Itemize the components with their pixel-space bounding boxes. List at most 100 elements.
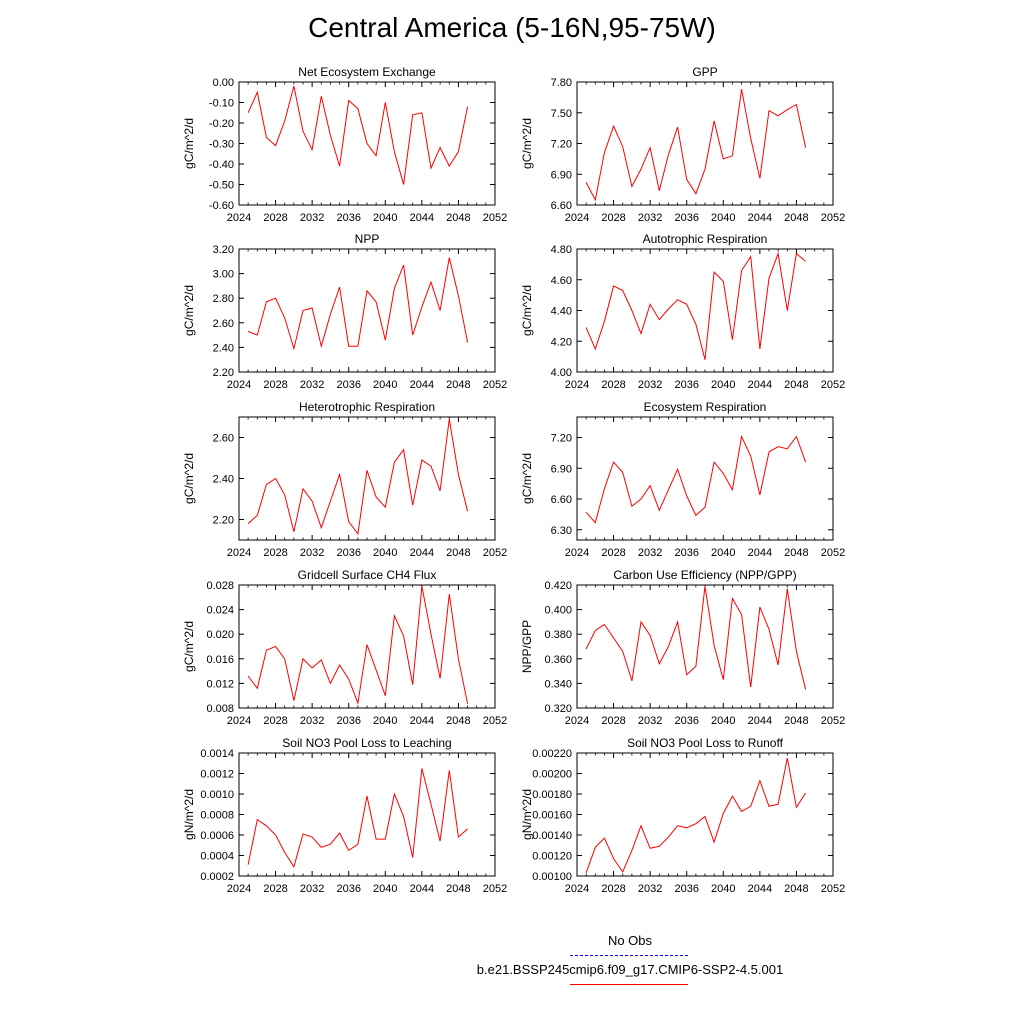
- x-tick-label: 2024: [227, 547, 251, 559]
- y-tick-label: 3.00: [213, 269, 234, 281]
- y-tick-label: 2.60: [213, 318, 234, 330]
- x-tick-label: 2028: [601, 212, 625, 224]
- plot-frame: [576, 416, 834, 541]
- x-tick-label: 2028: [601, 547, 625, 559]
- y-axis-label: gC/m^2/d: [182, 621, 196, 672]
- y-axis-label: gC/m^2/d: [520, 118, 534, 169]
- y-tick-label: 6.60: [551, 200, 572, 212]
- y-tick-label: 0.00: [213, 77, 234, 89]
- x-tick-label: 2044: [748, 883, 772, 895]
- y-tick-label: -0.10: [209, 98, 234, 110]
- x-tick-label: 2036: [336, 547, 360, 559]
- chart-title: NPP: [355, 232, 380, 246]
- plot-frame: [238, 416, 496, 541]
- y-tick-label: 0.00120: [532, 851, 572, 863]
- y-tick-label: 0.00180: [532, 789, 572, 801]
- y-tick-label: 2.80: [213, 293, 234, 305]
- x-tick-label: 2032: [638, 379, 662, 391]
- y-axis-label: gC/m^2/d: [182, 118, 196, 169]
- y-tick-label: 2.20: [213, 515, 234, 527]
- x-tick-label: 2052: [821, 547, 845, 559]
- x-tick-label: 2036: [674, 883, 698, 895]
- series-line: [585, 251, 806, 360]
- legend-model-line: [570, 984, 688, 985]
- x-tick-label: 2048: [784, 883, 808, 895]
- x-tick-label: 2032: [300, 547, 324, 559]
- y-tick-label: 0.00100: [532, 871, 572, 883]
- chart-title: Ecosystem Respiration: [644, 400, 767, 414]
- x-tick-label: 2024: [227, 715, 251, 727]
- chart-title: Carbon Use Efficiency (NPP/GPP): [613, 568, 796, 582]
- chart-panel: Soil NO3 Pool Loss to Runoff gN/m^2/d 2024…: [520, 736, 845, 895]
- x-tick-label: 2048: [446, 379, 470, 391]
- y-tick-label: 2.40: [213, 342, 234, 354]
- x-tick-label: 2040: [373, 547, 397, 559]
- plot-frame: [576, 81, 834, 206]
- series-line: [585, 89, 807, 202]
- y-tick-label: 6.90: [551, 169, 572, 181]
- y-tick-label: 0.0002: [200, 871, 234, 883]
- y-tick-label: 6.60: [551, 494, 572, 506]
- y-tick-label: 0.0014: [200, 748, 234, 760]
- y-tick-label: 0.012: [206, 678, 234, 690]
- x-tick-label: 2028: [263, 547, 287, 559]
- x-tick-label: 2024: [227, 212, 251, 224]
- series-line: [247, 768, 468, 869]
- chart-title: Autotrophic Respiration: [643, 232, 768, 246]
- y-tick-label: -0.30: [209, 139, 234, 151]
- x-tick-label: 2032: [638, 715, 662, 727]
- y-tick-label: 7.20: [551, 139, 572, 151]
- y-tick-label: 0.340: [544, 678, 572, 690]
- chart-title: Heterotrophic Respiration: [299, 400, 435, 414]
- y-tick-label: 0.00220: [532, 748, 572, 760]
- series-line: [247, 85, 469, 185]
- y-axis-label: gC/m^2/d: [182, 453, 196, 504]
- x-tick-label: 2024: [565, 715, 589, 727]
- y-axis-label: gN/m^2/d: [182, 789, 196, 840]
- x-tick-label: 2024: [227, 883, 251, 895]
- series-line: [585, 434, 807, 524]
- x-tick-label: 2052: [483, 883, 507, 895]
- x-tick-label: 2032: [300, 883, 324, 895]
- y-tick-label: 4.80: [551, 244, 572, 256]
- y-tick-label: 2.60: [213, 433, 234, 445]
- x-tick-label: 2028: [601, 883, 625, 895]
- x-tick-label: 2024: [565, 379, 589, 391]
- x-tick-label: 2048: [446, 883, 470, 895]
- x-tick-label: 2052: [821, 379, 845, 391]
- x-tick-label: 2040: [373, 379, 397, 391]
- y-tick-label: 4.20: [551, 336, 572, 348]
- x-tick-label: 2024: [565, 547, 589, 559]
- chart-panel: Heterotrophic Respiration gC/m^2/d 2024 202…: [182, 400, 507, 559]
- plot-frame: [576, 752, 834, 877]
- y-tick-label: 7.20: [551, 433, 572, 445]
- page-title: Central America (5-16N,95-75W): [308, 12, 716, 43]
- chart-title: GPP: [692, 65, 717, 79]
- x-tick-label: 2032: [300, 715, 324, 727]
- chart-panel: Ecosystem Respiration gC/m^2/d 2024 2028 203…: [520, 400, 845, 559]
- y-axis-label: gC/m^2/d: [520, 453, 534, 504]
- series-line: [247, 586, 469, 706]
- x-tick-label: 2048: [784, 379, 808, 391]
- plot-frame: [576, 584, 834, 709]
- x-tick-label: 2040: [373, 715, 397, 727]
- y-tick-label: 0.320: [544, 703, 572, 715]
- y-tick-label: 0.0008: [200, 810, 234, 822]
- y-tick-label: 0.00140: [532, 830, 572, 842]
- y-tick-label: 7.80: [551, 77, 572, 89]
- y-tick-label: 4.00: [551, 367, 572, 379]
- x-tick-label: 2040: [711, 212, 735, 224]
- y-tick-label: 2.40: [213, 474, 234, 486]
- x-tick-label: 2028: [601, 715, 625, 727]
- x-tick-label: 2040: [373, 883, 397, 895]
- y-tick-label: -0.20: [209, 118, 234, 130]
- y-tick-label: -0.50: [209, 180, 234, 192]
- x-tick-label: 2028: [263, 715, 287, 727]
- x-tick-label: 2048: [446, 212, 470, 224]
- x-tick-label: 2024: [565, 883, 589, 895]
- x-tick-label: 2044: [410, 212, 434, 224]
- x-tick-label: 2052: [821, 883, 845, 895]
- y-tick-label: 0.028: [206, 580, 234, 592]
- y-tick-label: 0.024: [206, 605, 234, 617]
